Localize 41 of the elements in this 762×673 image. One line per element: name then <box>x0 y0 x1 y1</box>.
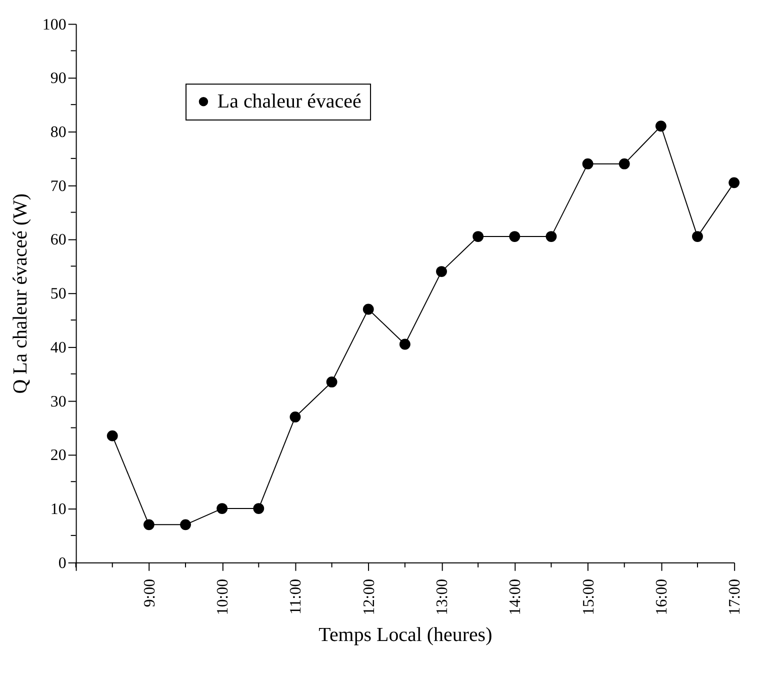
y-tick-label: 30 <box>50 393 66 410</box>
point <box>399 338 410 350</box>
y-tick-label: 10 <box>50 501 66 518</box>
y-axis-title: Q La chaleur évaceé (W) <box>9 193 32 394</box>
y-tick-label: 40 <box>50 339 66 356</box>
y-tick-label: 80 <box>50 124 66 141</box>
point <box>509 231 520 242</box>
x-tick-label: 14:00 <box>507 578 524 616</box>
x-tick-label: 10:00 <box>214 578 232 616</box>
x-axis-title: Temps Local (heures) <box>318 624 492 646</box>
point <box>582 158 594 170</box>
y-tick-label: 100 <box>42 16 66 34</box>
point <box>546 231 557 242</box>
x-tick-label: 9:00 <box>141 578 158 608</box>
point <box>143 519 154 530</box>
point <box>728 177 740 188</box>
point <box>655 120 666 132</box>
x-tick-label: 17:00 <box>726 578 744 616</box>
x-tick-label: 16:00 <box>653 578 670 616</box>
legend-label: La chaleur évaceé <box>217 90 362 113</box>
y-tick-label: 0 <box>58 554 66 572</box>
x-tick-label: 15:00 <box>580 578 598 616</box>
point <box>472 231 484 242</box>
point <box>216 503 228 514</box>
point <box>692 231 703 242</box>
x-tick-label: 12:00 <box>360 578 378 616</box>
point <box>362 304 374 315</box>
point <box>436 266 447 277</box>
y-tick-label: 70 <box>50 178 66 195</box>
x-tick-label: 11:00 <box>288 578 305 615</box>
point <box>290 412 301 422</box>
y-tick-label: 60 <box>50 232 66 249</box>
point <box>253 503 264 514</box>
y-tick-label: 90 <box>50 70 66 88</box>
x-tick-label: 13:00 <box>434 578 451 616</box>
point <box>180 519 191 530</box>
y-tick-label: 20 <box>50 447 66 464</box>
y-tick-label: 50 <box>50 286 66 303</box>
point <box>106 430 118 442</box>
point <box>326 376 338 388</box>
point <box>618 158 630 170</box>
